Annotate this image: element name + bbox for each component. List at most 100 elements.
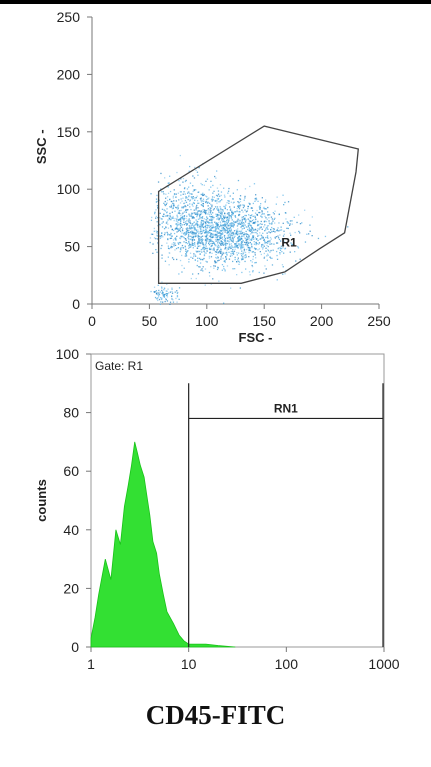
- scatter-point: [161, 222, 163, 224]
- scatter-point: [248, 249, 250, 252]
- scatter-point: [232, 253, 235, 255]
- scatter-point: [205, 237, 207, 239]
- scatter-point: [273, 228, 275, 230]
- scatter-point: [177, 205, 179, 207]
- scatter-point: [201, 251, 203, 253]
- scatter-point: [155, 201, 158, 203]
- scatter-point: [285, 212, 287, 214]
- scatter-point: [254, 220, 257, 222]
- scatter-point: [255, 218, 257, 220]
- scatter-point: [252, 215, 254, 217]
- scatter-point: [179, 242, 182, 244]
- scatter-point: [269, 256, 271, 258]
- scatter-point: [276, 196, 278, 198]
- scatter-point: [188, 258, 190, 260]
- scatter-point: [220, 194, 222, 197]
- scatter-point: [214, 245, 216, 247]
- scatter-point: [169, 198, 171, 201]
- scatter-point: [225, 224, 227, 227]
- scatter-point: [198, 239, 200, 241]
- scatter-x-tick-label: 50: [142, 313, 158, 329]
- scatter-point: [191, 203, 193, 205]
- scatter-point: [280, 229, 283, 231]
- scatter-point: [199, 258, 202, 261]
- scatter-point: [251, 245, 253, 248]
- scatter-point: [247, 225, 250, 228]
- scatter-point: [240, 226, 242, 228]
- scatter-point: [217, 241, 219, 243]
- scatter-point: [155, 249, 157, 251]
- scatter-point: [247, 248, 249, 250]
- scatter-point: [183, 219, 185, 221]
- scatter-point: [254, 198, 256, 200]
- scatter-point: [205, 230, 207, 232]
- scatter-point: [189, 246, 191, 248]
- histogram-frame: [90, 353, 385, 648]
- scatter-point: [149, 237, 152, 239]
- scatter-point: [250, 243, 253, 245]
- scatter-point: [179, 259, 182, 262]
- scatter-point: [229, 246, 231, 248]
- scatter-point: [271, 222, 273, 224]
- scatter-point: [205, 245, 207, 247]
- scatter-point: [220, 225, 222, 227]
- scatter-point: [189, 252, 192, 254]
- scatter-point: [238, 239, 240, 242]
- scatter-point: [206, 247, 208, 250]
- scatter-point: [231, 212, 233, 214]
- scatter-point: [259, 227, 261, 229]
- scatter-point: [226, 228, 229, 230]
- scatter-point: [205, 180, 207, 182]
- scatter-point: [178, 219, 181, 221]
- scatter-point: [217, 214, 219, 216]
- scatter-point: [241, 246, 243, 248]
- scatter-point: [172, 205, 175, 207]
- scatter-point: [176, 218, 178, 220]
- scatter-point: [224, 205, 226, 208]
- scatter-point: [204, 232, 206, 234]
- scatter-point: [228, 200, 230, 202]
- scatter-point: [221, 227, 223, 229]
- scatter-point: [192, 227, 194, 229]
- scatter-point: [181, 218, 183, 220]
- scatter-point: [301, 222, 303, 224]
- scatter-point: [221, 212, 223, 214]
- scatter-point: [211, 252, 213, 254]
- scatter-point: [245, 214, 247, 217]
- scatter-point: [188, 218, 191, 220]
- scatter-point: [278, 230, 280, 232]
- scatter-point: [228, 229, 231, 232]
- scatter-point: [174, 217, 176, 220]
- histogram-y-tick-label: 60: [63, 463, 79, 479]
- scatter-point: [209, 232, 211, 234]
- scatter-point: [214, 175, 216, 178]
- scatter-point: [198, 238, 200, 240]
- scatter-point: [217, 267, 219, 269]
- scatter-point: [197, 236, 199, 238]
- scatter-point: [152, 252, 154, 254]
- scatter-point: [210, 226, 212, 229]
- scatter-point: [266, 253, 269, 255]
- scatter-point: [267, 241, 269, 243]
- scatter-point: [150, 233, 153, 235]
- scatter-point: [258, 242, 261, 244]
- scatter-point: [266, 218, 268, 220]
- scatter-point: [273, 243, 275, 245]
- scatter-point: [205, 218, 207, 221]
- scatter-point: [253, 222, 255, 224]
- scatter-point: [223, 265, 225, 268]
- scatter-point: [173, 245, 175, 247]
- scatter-point: [230, 251, 232, 253]
- scatter-point: [194, 228, 196, 230]
- scatter-point: [299, 232, 301, 234]
- scatter-point: [180, 215, 182, 217]
- scatter-point: [195, 206, 197, 208]
- scatter-point: [190, 231, 192, 233]
- scatter-point: [245, 234, 248, 236]
- scatter-point: [195, 219, 197, 221]
- scatter-point: [242, 216, 245, 218]
- scatter-point: [260, 220, 262, 223]
- scatter-point: [212, 249, 214, 251]
- scatter-point: [243, 255, 245, 257]
- scatter-point: [210, 256, 213, 258]
